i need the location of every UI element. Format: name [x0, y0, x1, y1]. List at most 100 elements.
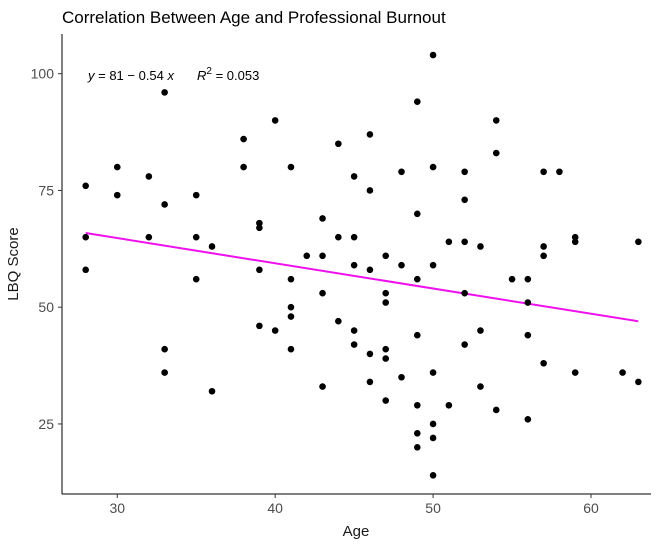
data-point — [335, 140, 342, 148]
data-point — [303, 252, 311, 260]
data-point — [429, 261, 437, 269]
data-point — [350, 173, 358, 180]
x-tick-label: 40 — [267, 500, 283, 516]
data-point — [287, 303, 295, 311]
data-point — [635, 238, 642, 246]
data-point — [461, 168, 468, 176]
data-point — [524, 415, 532, 423]
equation-y-var: y — [87, 68, 96, 83]
data-point — [461, 289, 468, 297]
data-point — [208, 243, 216, 250]
data-point — [635, 378, 642, 386]
data-point — [413, 275, 421, 283]
r2-value: = 0.053 — [212, 68, 259, 83]
data-point — [413, 331, 421, 339]
data-point — [350, 261, 358, 269]
data-point — [445, 401, 453, 409]
plot-area: 30 40 50 60 25 50 75 100 y = 81 − 0.54 x R2 = 0… — [31, 34, 651, 516]
data-point — [113, 163, 121, 171]
regression-line — [85, 232, 639, 323]
x-tick-label: 50 — [425, 500, 441, 516]
equation-x-var: x — [167, 68, 175, 83]
data-point — [477, 243, 484, 250]
data-point — [556, 168, 563, 176]
data-point — [335, 317, 342, 325]
data-point — [492, 117, 500, 124]
data-point — [398, 261, 405, 269]
data-point — [271, 117, 279, 124]
data-point — [413, 443, 421, 451]
data-point — [382, 289, 390, 297]
data-point — [461, 238, 468, 246]
data-point — [382, 345, 390, 353]
data-point — [240, 135, 247, 143]
y-tick-label: 50 — [38, 299, 54, 315]
data-point — [192, 275, 200, 283]
data-point — [429, 434, 437, 442]
data-point — [413, 401, 421, 409]
data-point — [413, 210, 421, 218]
data-point — [161, 369, 168, 376]
data-point — [540, 243, 547, 250]
x-tick-label: 60 — [583, 500, 599, 516]
data-point — [366, 187, 374, 194]
data-point — [524, 331, 532, 339]
data-point — [366, 378, 374, 386]
regression-equation: y = 81 − 0.54 x — [87, 68, 175, 83]
data-point — [461, 341, 468, 348]
data-point — [161, 89, 168, 96]
data-point — [571, 233, 579, 241]
data-point — [413, 429, 421, 437]
data-point — [161, 201, 168, 208]
y-tick-label: 25 — [38, 416, 54, 432]
data-point — [524, 275, 532, 283]
data-point — [271, 327, 279, 334]
data-point — [256, 219, 263, 227]
data-point — [287, 345, 295, 353]
data-point — [82, 233, 89, 241]
data-point — [161, 345, 168, 353]
data-point — [571, 238, 579, 246]
data-point — [477, 383, 484, 390]
data-point — [445, 238, 453, 246]
data-point — [192, 233, 200, 241]
data-point — [350, 341, 358, 348]
data-point — [398, 168, 405, 176]
data-point — [240, 163, 247, 171]
data-point — [429, 472, 437, 479]
data-point — [256, 266, 263, 274]
data-point — [429, 369, 437, 376]
data-point — [366, 131, 374, 138]
data-point — [540, 168, 547, 176]
data-point — [366, 266, 374, 274]
data-point — [319, 289, 326, 297]
y-tick-label: 100 — [31, 66, 55, 82]
ticks-layer: 30 40 50 60 25 50 75 100 — [31, 66, 599, 516]
data-point — [413, 98, 421, 106]
data-point — [82, 266, 89, 274]
data-point — [256, 224, 263, 232]
data-point — [398, 373, 405, 381]
data-point — [382, 355, 390, 362]
data-point — [287, 313, 295, 320]
data-point — [145, 233, 153, 241]
data-point — [508, 275, 516, 283]
r-squared: R2 = 0.053 — [197, 66, 259, 83]
data-point — [82, 182, 89, 190]
data-point — [540, 359, 547, 367]
data-point — [113, 191, 121, 199]
data-point — [429, 420, 437, 428]
chart-title: Correlation Between Age and Professional… — [62, 8, 446, 27]
points-layer — [82, 51, 642, 479]
data-point — [192, 191, 200, 199]
data-point — [540, 252, 547, 260]
r2-base: R — [197, 68, 206, 83]
r2-exponent: 2 — [206, 66, 212, 77]
data-point — [382, 299, 390, 306]
data-point — [382, 397, 390, 404]
data-point — [319, 215, 326, 222]
data-point — [350, 327, 358, 334]
equation-body: = 81 − 0.54 — [95, 68, 168, 83]
data-point — [366, 350, 374, 358]
data-point — [319, 252, 326, 260]
